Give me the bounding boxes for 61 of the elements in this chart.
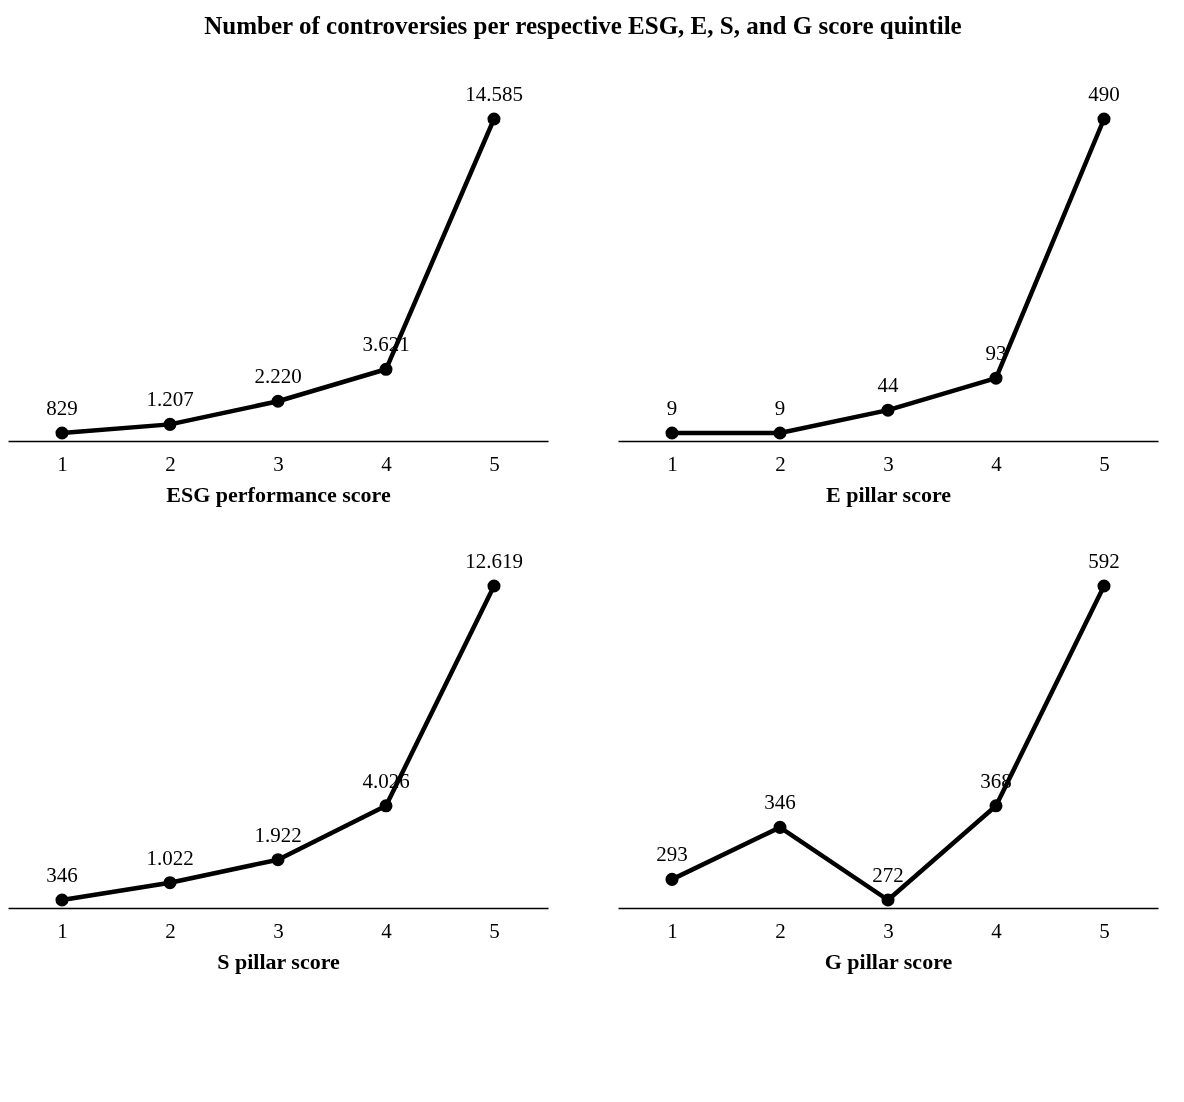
point [773,820,787,834]
point [665,872,679,886]
point [271,394,285,408]
data-label: 592 [1088,549,1120,573]
x-tick-label: 3 [273,918,284,943]
x-tick-label: 5 [489,918,500,943]
point [487,112,501,126]
data-label: 346 [764,790,796,815]
data-label: 44 [877,373,899,398]
x-tick-label: 1 [667,918,678,943]
point [379,362,393,376]
point [379,799,393,813]
x-tick-label: 2 [775,451,786,476]
data-label: 829 [46,396,78,420]
data-label: 9 [666,396,678,420]
data-label: 272 [872,863,904,887]
point [881,403,895,417]
x-tick-label: 2 [165,451,176,476]
point [989,371,1003,385]
point [989,799,1003,813]
point [881,893,895,907]
x-tick-label: 4 [991,918,1003,943]
x-axis-title: S pillar score [217,948,341,974]
x-tick-label: 2 [165,918,176,943]
data-label: 14.585 [465,82,523,106]
point [1097,112,1111,126]
point [773,426,787,440]
x-tick-label: 5 [1099,918,1110,943]
point [55,893,69,907]
x-tick-label: 1 [57,451,68,476]
point [487,579,501,593]
x-axis-title: E pillar score [825,481,952,507]
point [665,426,679,440]
data-label: 1.022 [146,845,194,870]
point [1097,579,1111,593]
x-tick-label: 4 [381,451,393,476]
chart-title: Number of controversies per respective ESG, E, S, and G score quintile [204,12,962,39]
x-tick-label: 1 [667,451,678,476]
x-tick-label: 5 [1099,451,1110,476]
x-tick-label: 3 [883,451,894,476]
x-tick-label: 2 [775,918,786,943]
point [55,426,69,440]
data-label: 1.922 [254,822,302,847]
point [163,417,177,431]
data-label: 12.619 [465,549,523,573]
data-label: 9 [774,396,786,420]
x-tick-label: 5 [489,451,500,476]
data-label: 293 [656,842,688,867]
data-label: 1.207 [146,387,194,412]
x-tick-label: 4 [381,918,393,943]
point [163,876,177,890]
point [271,853,285,867]
data-label: 2.220 [254,364,302,389]
x-tick-label: 1 [57,918,68,943]
x-axis-title: ESG performance score [166,481,391,507]
x-tick-label: 3 [883,918,894,943]
data-label: 490 [1088,82,1120,106]
x-axis-title: G pillar score [824,948,953,974]
x-tick-label: 3 [273,451,284,476]
x-tick-label: 4 [991,451,1003,476]
data-label: 346 [46,863,78,887]
